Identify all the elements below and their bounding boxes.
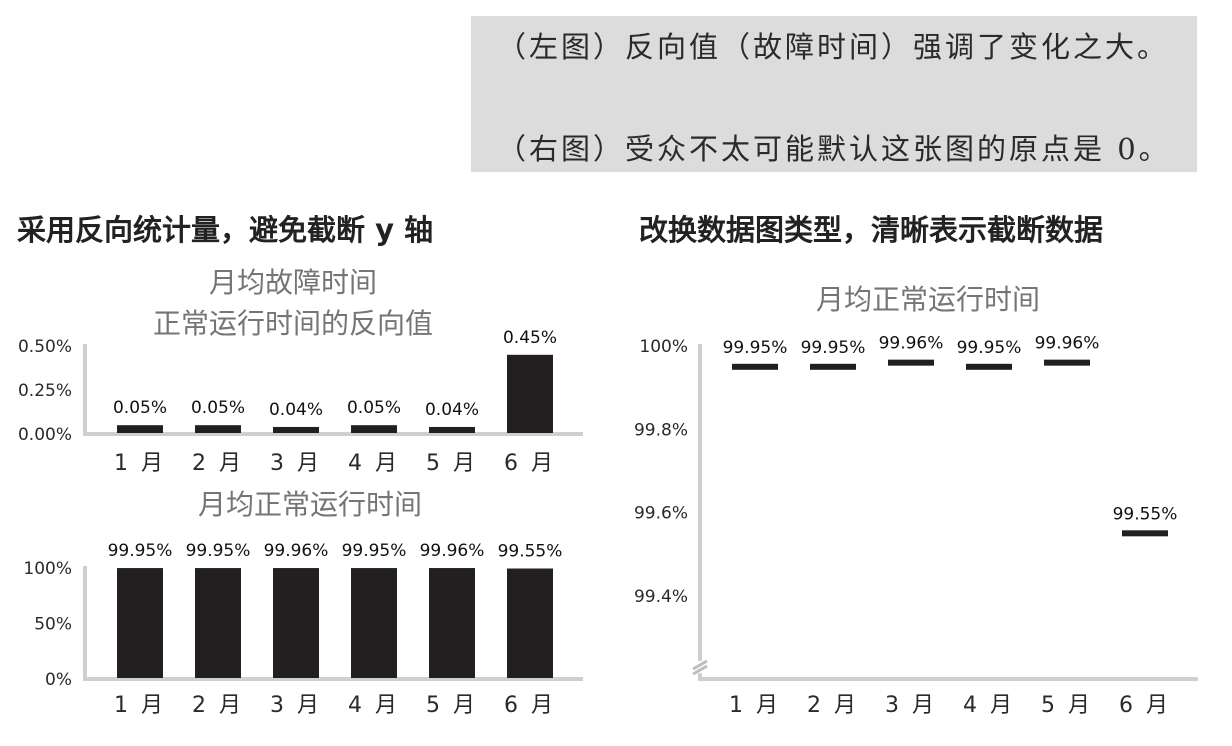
chart-2-xtick-label: 5 月 [426,693,478,718]
chart-3-ytick-label: 100% [639,337,688,357]
chart-1-data-label: 0.05% [347,398,401,418]
chart-3-dot-mark [1044,359,1090,366]
chart-2-data-label: 99.96% [264,541,329,561]
axis-break-mark [692,659,708,671]
chart-1-bar [117,425,163,433]
left-heading: 采用反向统计量，避免截断 y 轴 [17,213,434,247]
chart-1-data-label: 0.04% [269,400,323,420]
chart-1-xtick-label: 6 月 [504,451,556,476]
chart-2-ytick-label: 0% [45,670,72,690]
chart-1-subtitle: 正常运行时间的反向值 [153,307,433,340]
chart-2-ytick-label: 100% [23,559,72,579]
chart-1-bar [507,354,553,433]
chart-2-data-label: 99.55% [498,541,563,561]
chart-3-xtick-label: 4 月 [963,693,1015,718]
chart-1-ytick-label: 0.25% [18,381,72,401]
chart-2-title: 月均正常运行时间 [198,488,422,521]
chart-3-xtick-label: 6 月 [1119,693,1171,718]
chart-2-xtick-label: 2 月 [192,693,244,718]
chart-2-bar [195,568,241,678]
chart-1-bar [273,426,319,433]
chart-1-title: 月均故障时间 [209,266,377,299]
chart-3-data-label: 99.95% [957,338,1022,358]
chart-3-ytick-label: 99.8% [634,420,688,440]
chart-2-xtick-label: 3 月 [270,693,322,718]
chart-2-bar [117,568,163,678]
chart-2-bar [351,568,397,678]
chart-2-bar [273,568,319,678]
chart-1-ytick-label: 0.00% [18,425,72,445]
chart-3-data-label: 99.96% [1035,334,1100,354]
chart-3-data-label: 99.95% [723,338,788,358]
chart-1-data-label: 0.05% [191,398,245,418]
chart-1-ytick-label: 0.50% [18,337,72,357]
chart-1-data-label: 0.45% [503,328,557,348]
chart-3-dot-mark [732,363,778,370]
chart-2-bar [429,568,475,678]
chart-3-data-label: 99.95% [801,338,866,358]
chart-1-xtick-label: 3 月 [270,451,322,476]
chart-3-data-label: 99.55% [1113,504,1178,524]
chart-3-ytick-label: 99.6% [634,504,688,524]
chart-1-xtick-label: 4 月 [348,451,400,476]
chart-2-ytick-label: 50% [34,615,72,635]
chart-3-dot-mark [888,359,934,366]
chart-3-dot-mark [1122,530,1168,537]
chart-3-ytick-label: 99.4% [634,587,688,607]
chart-3-xtick-label: 1 月 [729,693,781,718]
chart-1-bar [351,425,397,433]
chart-3-data-label: 99.96% [879,334,944,354]
chart-2-data-label: 99.95% [108,541,173,561]
chart-3-dot-mark [810,363,856,370]
right-heading: 改换数据图类型，清晰表示截断数据 [639,213,1104,247]
chart-3-title: 月均正常运行时间 [816,283,1040,316]
chart-3-dot-mark [966,363,1012,370]
chart-1-data-label: 0.05% [113,398,167,418]
chart-3-xtick-label: 5 月 [1041,693,1093,718]
chart-1-bar [195,425,241,433]
chart-1-xtick-label: 1 月 [114,451,166,476]
chart-1-bar [429,426,475,433]
chart-2-xtick-label: 6 月 [504,693,556,718]
chart-3-xtick-label: 2 月 [807,693,859,718]
chart-1-xtick-label: 2 月 [192,451,244,476]
note-right-chart: （右图）受众不太可能默认这张图的原点是 0。 [497,132,1171,166]
chart-2-xtick-label: 4 月 [348,693,400,718]
chart-2-data-label: 99.96% [420,541,485,561]
chart-2-bar [507,568,553,678]
note-left-chart: （左图）反向值（故障时间）强调了变化之大。 [497,30,1170,64]
chart-2-xtick-label: 1 月 [114,693,166,718]
note-box: （左图）反向值（故障时间）强调了变化之大。 （右图）受众不太可能默认这张图的原点… [471,16,1197,172]
axis-break-mark [692,664,708,676]
chart-2-data-label: 99.95% [342,541,407,561]
chart-2-data-label: 99.95% [186,541,251,561]
chart-3-xtick-label: 3 月 [885,693,937,718]
chart-1-data-label: 0.04% [425,400,479,420]
chart-1-xtick-label: 5 月 [426,451,478,476]
